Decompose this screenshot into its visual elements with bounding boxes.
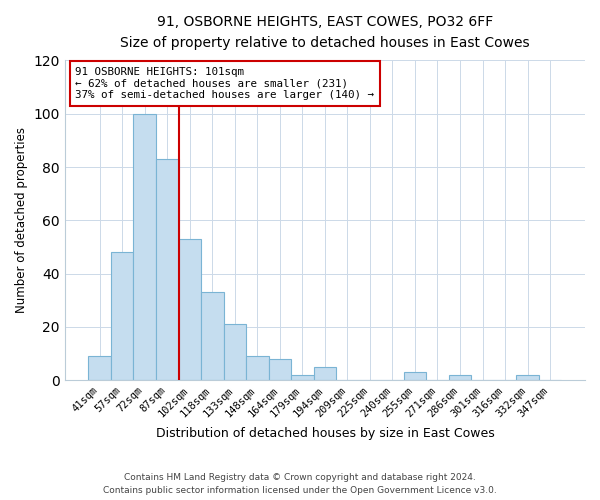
Text: 91 OSBORNE HEIGHTS: 101sqm
← 62% of detached houses are smaller (231)
37% of sem: 91 OSBORNE HEIGHTS: 101sqm ← 62% of deta… [75, 67, 374, 100]
Y-axis label: Number of detached properties: Number of detached properties [15, 128, 28, 314]
Bar [156, 159, 179, 380]
Title: 91, OSBORNE HEIGHTS, EAST COWES, PO32 6FF
Size of property relative to detached : 91, OSBORNE HEIGHTS, EAST COWES, PO32 6F… [120, 15, 530, 50]
Bar [449, 375, 471, 380]
Bar [291, 375, 314, 380]
Bar [404, 372, 426, 380]
Text: Contains HM Land Registry data © Crown copyright and database right 2024.
Contai: Contains HM Land Registry data © Crown c… [103, 474, 497, 495]
Bar [269, 359, 291, 380]
Bar [133, 114, 156, 380]
Bar [224, 324, 246, 380]
Bar [246, 356, 269, 380]
Bar [517, 375, 539, 380]
X-axis label: Distribution of detached houses by size in East Cowes: Distribution of detached houses by size … [155, 427, 494, 440]
Bar [88, 356, 111, 380]
Bar [111, 252, 133, 380]
Bar [201, 292, 224, 380]
Bar [179, 239, 201, 380]
Bar [314, 367, 336, 380]
